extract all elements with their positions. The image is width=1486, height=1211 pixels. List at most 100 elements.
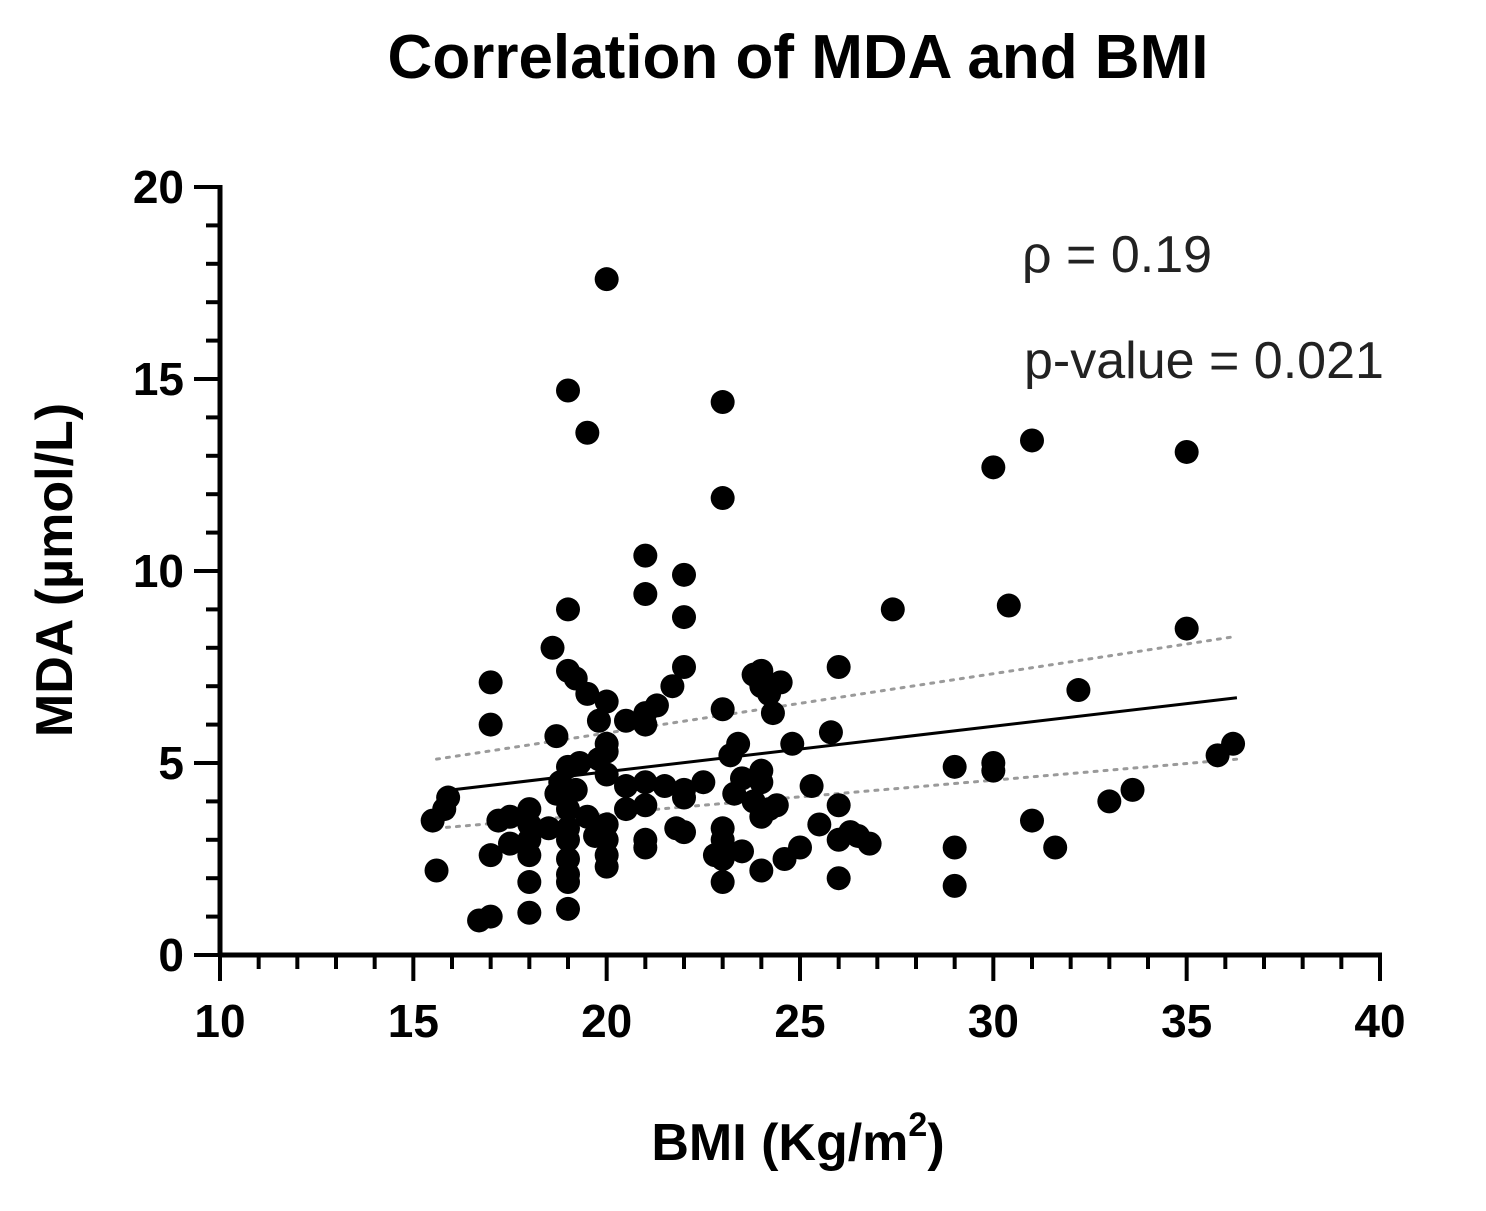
data-point — [826, 655, 851, 679]
data-point — [633, 543, 658, 568]
data-point — [517, 900, 542, 925]
data-point — [981, 455, 1006, 480]
data-point — [575, 420, 600, 445]
x-tick-label: 35 — [1161, 995, 1212, 1047]
data-point — [498, 831, 522, 856]
data-point — [563, 777, 588, 802]
data-point — [594, 689, 619, 714]
data-point — [942, 754, 967, 779]
data-point — [614, 708, 638, 733]
data-point — [478, 712, 503, 737]
data-point — [710, 697, 735, 722]
data-point — [780, 731, 805, 756]
data-point — [540, 635, 565, 660]
data-point — [1066, 678, 1091, 703]
data-point — [710, 486, 735, 511]
data-point — [594, 267, 619, 292]
data-point — [633, 770, 658, 795]
data-points — [420, 267, 1246, 933]
data-point — [660, 674, 685, 699]
data-point — [942, 873, 967, 898]
y-tick-label: 15 — [133, 353, 184, 405]
data-point — [556, 378, 580, 403]
data-point — [722, 781, 747, 806]
data-point — [575, 681, 600, 706]
data-point — [424, 858, 449, 883]
data-point — [432, 797, 457, 822]
rho-annotation: ρ = 0.19 — [1022, 226, 1212, 284]
data-point — [807, 812, 832, 837]
x-tick-label: 15 — [388, 995, 439, 1047]
data-point — [799, 774, 824, 799]
data-point — [760, 701, 785, 726]
y-tick-label: 10 — [133, 545, 184, 597]
data-point — [710, 390, 735, 415]
data-point — [652, 774, 677, 799]
data-point — [544, 724, 569, 749]
x-tick-label: 30 — [968, 995, 1019, 1047]
data-point — [1174, 616, 1199, 641]
data-point — [981, 758, 1006, 783]
data-point — [942, 835, 967, 860]
data-point — [556, 827, 580, 852]
y-tick-label: 20 — [133, 161, 184, 213]
data-point — [536, 816, 561, 841]
data-point — [1174, 439, 1199, 464]
data-point — [556, 870, 580, 895]
data-point — [772, 847, 797, 871]
data-point — [633, 582, 658, 607]
data-point — [556, 896, 580, 921]
data-point — [710, 870, 735, 895]
x-axis-title-main: BMI (Kg/m — [651, 1114, 908, 1172]
data-point — [730, 839, 754, 864]
data-point — [1043, 835, 1068, 860]
data-point — [880, 597, 905, 622]
x-tick-label: 40 — [1354, 995, 1405, 1047]
data-point — [726, 731, 751, 756]
data-point — [757, 681, 782, 706]
data-point — [633, 827, 658, 852]
x-tick-label: 25 — [774, 995, 825, 1047]
data-point — [478, 670, 503, 695]
data-point — [614, 774, 638, 799]
y-axis-title: MDA (µmol/L) — [26, 403, 84, 737]
data-point — [1020, 808, 1044, 833]
data-point — [826, 793, 851, 818]
data-point — [633, 712, 658, 737]
x-tick-label: 20 — [581, 995, 632, 1047]
x-axis-title: BMI (Kg/m2) — [651, 1106, 944, 1172]
data-point — [633, 793, 658, 818]
x-axis-title-suffix: ) — [927, 1114, 944, 1172]
data-point — [586, 708, 611, 733]
data-point — [857, 831, 882, 856]
data-point — [818, 720, 843, 745]
data-point — [749, 858, 774, 883]
p-value-annotation: p-value = 0.021 — [1024, 332, 1384, 390]
x-tick-label: 10 — [194, 995, 245, 1047]
x-axis-title-superscript: 2 — [908, 1106, 927, 1144]
data-point — [556, 597, 580, 622]
stats-annotation: ρ = 0.19 p-value = 0.021 — [1022, 226, 1384, 390]
data-point — [1221, 731, 1246, 756]
data-point — [749, 804, 774, 829]
data-point — [996, 593, 1021, 618]
data-point — [672, 785, 696, 810]
data-point — [575, 804, 600, 829]
data-point — [672, 655, 696, 679]
data-point — [467, 908, 492, 933]
data-point — [614, 797, 638, 822]
data-point — [672, 820, 696, 845]
data-point — [672, 562, 696, 587]
data-point — [517, 843, 542, 868]
data-point — [826, 866, 851, 891]
data-point — [594, 854, 619, 879]
chart-title: Correlation of MDA and BMI — [388, 23, 1209, 92]
y-tick-label: 0 — [158, 929, 184, 981]
data-point — [1120, 777, 1145, 802]
data-point — [691, 770, 716, 795]
data-point — [1097, 789, 1122, 814]
y-tick-label: 5 — [158, 737, 184, 789]
data-point — [702, 843, 727, 868]
